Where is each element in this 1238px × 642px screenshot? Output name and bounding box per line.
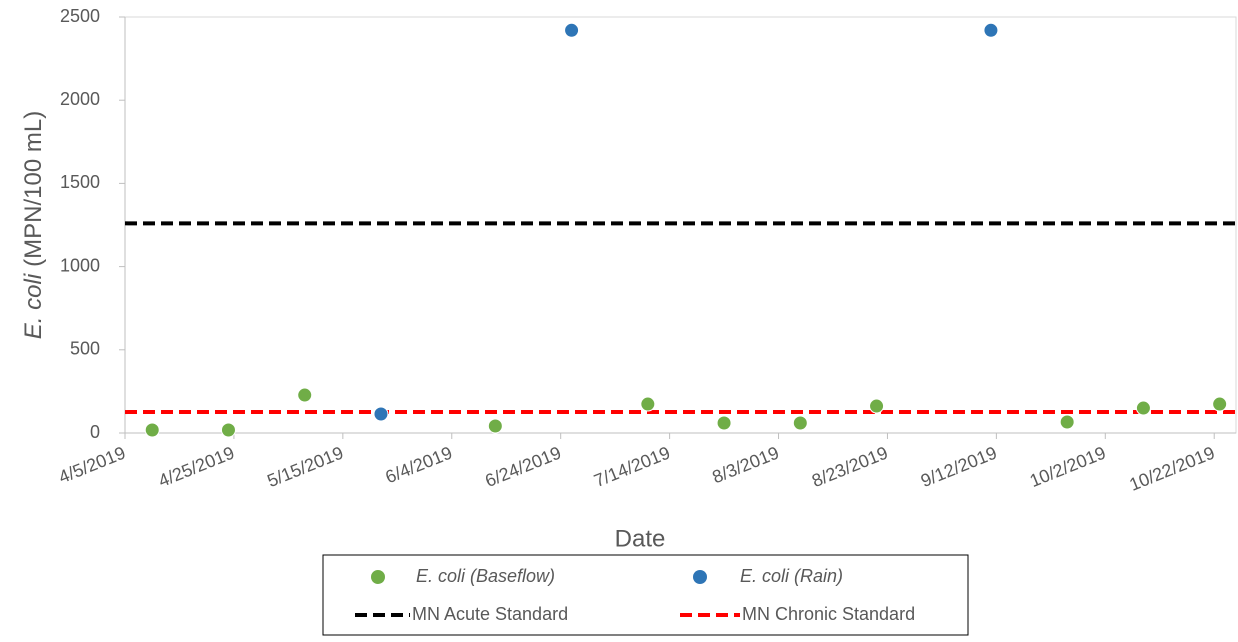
x-tick-label: 4/5/2019 <box>56 443 128 488</box>
point <box>1212 396 1228 412</box>
x-tick-label: 10/22/2019 <box>1126 443 1217 495</box>
point <box>1059 414 1075 430</box>
legend-label: E. coli (Rain) <box>740 566 843 586</box>
legend-marker <box>693 570 707 584</box>
x-tick-label: 7/14/2019 <box>591 443 673 492</box>
x-tick-label: 8/23/2019 <box>809 443 891 492</box>
x-tick-label: 9/12/2019 <box>918 443 1000 492</box>
legend-label: MN Chronic Standard <box>742 604 915 624</box>
x-tick-label: 8/3/2019 <box>709 443 781 488</box>
x-tick-label: 10/2/2019 <box>1027 443 1109 492</box>
y-tick-label: 1500 <box>60 172 100 192</box>
y-axis-title-part: (MPN/100 mL) <box>20 111 47 267</box>
legend-box <box>322 554 969 636</box>
y-tick-label: 500 <box>70 339 100 359</box>
point <box>373 406 389 422</box>
y-tick-label: 1000 <box>60 255 100 275</box>
y-tick-label: 2000 <box>60 89 100 109</box>
x-tick-label: 5/15/2019 <box>264 443 346 492</box>
x-tick-label: 6/4/2019 <box>383 443 455 488</box>
point <box>640 396 656 412</box>
point <box>869 398 885 414</box>
y-axis-title: E. coli (MPN/100 mL) <box>20 111 47 339</box>
y-tick-label: 2500 <box>60 6 100 26</box>
point <box>792 415 808 431</box>
x-tick-label: 6/24/2019 <box>482 443 564 492</box>
legend-label: E. coli (Baseflow) <box>416 566 555 586</box>
point <box>220 422 236 438</box>
y-tick-label: 0 <box>90 422 100 442</box>
point <box>144 422 160 438</box>
point <box>487 418 503 434</box>
point <box>1135 400 1151 416</box>
x-axis-title: Date <box>615 525 666 552</box>
point <box>983 22 999 38</box>
point <box>564 22 580 38</box>
x-tick-label: 4/25/2019 <box>155 443 237 492</box>
legend-marker <box>371 570 385 584</box>
point <box>716 415 732 431</box>
legend-label: MN Acute Standard <box>412 604 568 624</box>
y-axis-title-part: E. coli <box>20 273 47 339</box>
point <box>297 387 313 403</box>
